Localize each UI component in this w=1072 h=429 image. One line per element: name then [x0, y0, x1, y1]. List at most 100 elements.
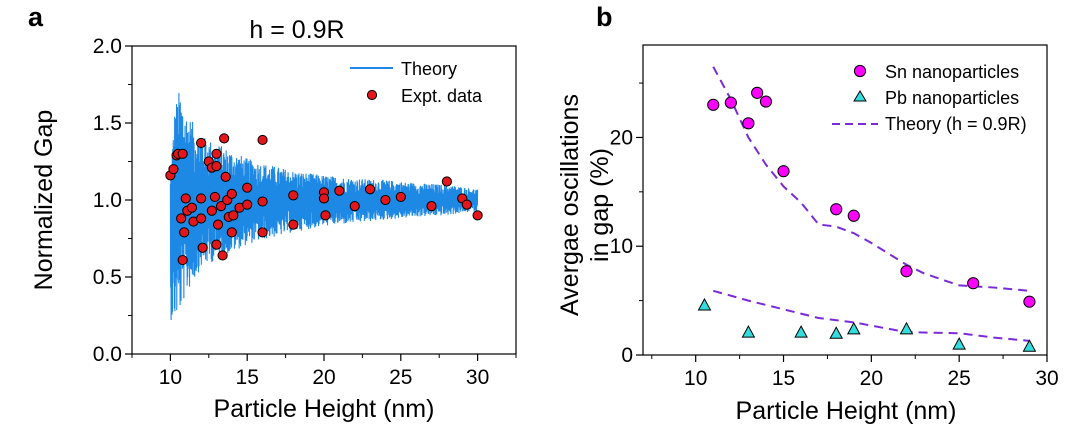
expt-data-point [211, 161, 222, 172]
panel-b-x-tick-label: 30 [1035, 367, 1058, 390]
pb-data-point [741, 325, 756, 338]
sn-data-point [830, 203, 843, 216]
panel-a-axes: 10 15 20 25 30 0.0 0.5 1.0 1.5 2.0 [93, 35, 517, 389]
expt-data-point [177, 148, 188, 159]
expt-data-point [395, 191, 406, 203]
theory-dashed-curve-2 [712, 289, 1030, 342]
expt-data-point [217, 250, 228, 261]
sn-data-point [759, 95, 773, 108]
expt-data-point [215, 201, 227, 212]
sn-data-point [724, 96, 737, 109]
legend-expt-label: Expt. data [401, 86, 483, 106]
expt-data-point [226, 188, 237, 199]
expt-data-point [196, 137, 207, 149]
panel-a-y-tick-label: 2.0 [93, 35, 122, 58]
panel-a-legend: Theory Expt. data [350, 59, 483, 106]
expt-data-point [441, 176, 452, 187]
sn-data-point [900, 265, 913, 278]
expt-data-point [320, 210, 331, 221]
panel-a-label: a [28, 2, 44, 32]
panel-a-y-tick-label: 1.5 [93, 112, 122, 135]
panel-b-y-tick-label: 10 [610, 235, 633, 258]
expt-data-point [196, 213, 207, 224]
expt-data-point [472, 210, 483, 221]
sn-data-point [707, 98, 720, 111]
pb-data-point [697, 297, 712, 311]
sn-data-point [751, 86, 764, 99]
expt-data-point [186, 202, 198, 213]
legend-pb-marker [853, 90, 867, 102]
panel-b-x-tick-label: 15 [772, 367, 795, 390]
panel-b-y-axis-title-line-2: in gap (%) [586, 148, 614, 262]
pb-data-point [794, 325, 808, 338]
expt-data-point [226, 227, 237, 238]
sn-data-point [777, 165, 790, 178]
panel-b-plot-area [697, 66, 1037, 352]
sn-data-point [847, 209, 860, 222]
panel-b-y-axis-title-line-1: Avergae oscillations [556, 94, 584, 316]
legend-sn-label: Sn nanoparticles [885, 62, 1019, 82]
panel-b-x-axis-title: Particle Height (nm) [736, 397, 957, 425]
expt-data-point [206, 205, 217, 216]
panel-b-x-tick-label: 20 [860, 367, 883, 390]
expt-data-point [242, 199, 253, 210]
panel-b-x-tick-label: 25 [947, 367, 970, 390]
expt-data-point [228, 210, 239, 221]
pb-data-point [846, 321, 861, 335]
expt-data-point [242, 182, 253, 193]
panel-b-y-axis-title: Avergae oscillations in gap (%) [556, 94, 614, 316]
sn-data-point [742, 117, 755, 130]
legend-expt-marker [366, 89, 378, 101]
expt-data-point [364, 184, 376, 195]
panel-a: a h = 0.9R 10 15 20 25 30 0.0 0.5 1.0 1.5 2.0 Par… [28, 2, 517, 423]
expt-data-point [288, 219, 299, 230]
expt-data-point [288, 190, 299, 201]
panel-a-x-tick-label: 30 [466, 366, 489, 389]
legend-pb-label: Pb nanoparticles [885, 88, 1019, 108]
panel-b-x-tick-label: 10 [684, 367, 707, 390]
panel-b-label: b [596, 2, 613, 32]
sn-data-point [1023, 295, 1036, 308]
pb-data-point [1022, 339, 1037, 352]
pb-data-point [899, 321, 914, 335]
panel-a-y-tick-label: 1.0 [93, 189, 122, 212]
panel-a-x-axis-title: Particle Height (nm) [214, 395, 435, 423]
panel-a-x-tick-label: 20 [312, 366, 335, 389]
panel-b: b 10 15 20 25 30 0 10 20 Particle Height (nm) A… [556, 2, 1059, 425]
panel-b-frame [642, 44, 1048, 356]
expt-data-point [197, 242, 208, 253]
expt-data-point [334, 185, 345, 196]
pb-data-point [952, 337, 967, 350]
panel-a-y-tick-label: 0.0 [93, 343, 122, 366]
expt-data-point [461, 199, 472, 210]
expt-data-point [349, 201, 360, 212]
expt-data-point [257, 227, 268, 238]
expt-data-point [179, 227, 190, 238]
expt-data-point [211, 239, 222, 250]
expt-data-point [318, 193, 330, 204]
panel-a-y-axis-title: Normalized Gap [30, 110, 58, 291]
panel-a-plot-area [165, 93, 483, 320]
expt-data-point [209, 191, 221, 203]
expt-data-point [257, 134, 268, 146]
theory-dashed-curve-1 [712, 66, 1030, 292]
legend-theory-label-b: Theory (h = 0.9R) [885, 114, 1027, 134]
panel-a-x-tick-label: 15 [236, 366, 259, 389]
theory-oscillation-line [169, 93, 479, 320]
sn-data-point [967, 277, 980, 290]
expt-data-point [257, 196, 268, 207]
panel-b-legend: Sn nanoparticles Pb nanoparticles Theory… [832, 62, 1027, 134]
panel-b-axes: 10 15 20 25 30 0 10 20 [610, 82, 1059, 390]
expt-data-point [168, 164, 179, 175]
panel-a-x-tick-label: 25 [389, 366, 412, 389]
expt-data-point [212, 219, 224, 230]
legend-sn-marker [853, 64, 867, 78]
panel-b-y-tick-label: 20 [610, 126, 633, 149]
expt-data-point [220, 171, 231, 182]
expt-data-point [177, 254, 188, 266]
expt-data-point [180, 193, 191, 204]
panel-b-y-tick-label: 0 [621, 344, 633, 367]
panel-a-title: h = 0.9R [249, 16, 344, 44]
expt-data-point [211, 148, 222, 159]
